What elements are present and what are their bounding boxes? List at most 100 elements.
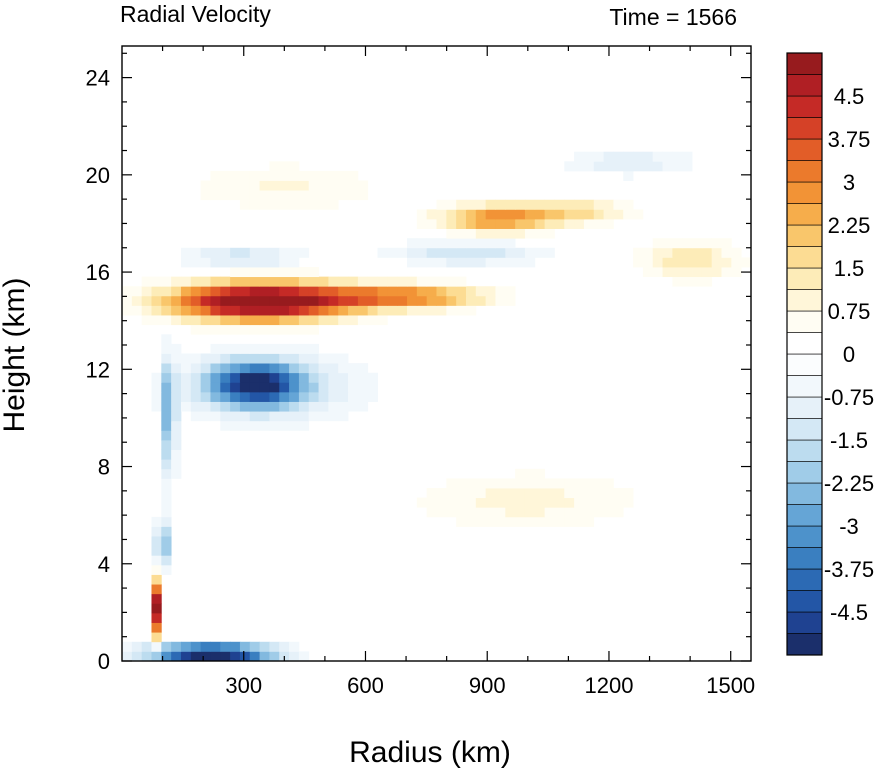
heatmap-cell	[289, 324, 300, 335]
heatmap-cell	[249, 267, 260, 278]
heatmap-cell	[190, 257, 202, 268]
heatmap-cell	[328, 305, 339, 316]
heatmap-cell	[416, 238, 428, 249]
heatmap-cell	[259, 420, 270, 431]
heatmap-cell	[190, 391, 202, 402]
heatmap-cell	[180, 382, 192, 393]
heatmap-cell	[298, 286, 310, 297]
heatmap-cell	[308, 199, 319, 210]
heatmap-cell	[672, 267, 683, 278]
heatmap-cell	[269, 391, 280, 402]
heatmap-cell	[318, 315, 329, 326]
heatmap-cell	[259, 411, 270, 422]
heatmap-cell	[171, 641, 182, 652]
heatmap-cell	[465, 228, 477, 239]
heatmap-cell	[239, 391, 251, 402]
heatmap-cell	[220, 315, 231, 326]
heatmap-cell	[426, 218, 437, 229]
heatmap-cell	[682, 257, 693, 268]
heatmap-cell	[180, 391, 192, 402]
heatmap-cell	[210, 276, 221, 287]
heatmap-cell	[456, 516, 467, 527]
heatmap-cell	[495, 228, 506, 239]
heatmap-cell	[180, 247, 192, 258]
heatmap-cell	[328, 372, 339, 383]
heatmap-cell	[220, 343, 231, 354]
heatmap-cell	[161, 353, 172, 364]
heatmap-cell	[220, 420, 231, 431]
heatmap-cell	[239, 199, 251, 210]
heatmap-cell	[701, 257, 713, 268]
heatmap-cell	[446, 305, 457, 316]
heatmap-cell	[308, 305, 319, 316]
heatmap-cell	[289, 267, 300, 278]
heatmap-cell	[348, 286, 359, 297]
heatmap-cell	[141, 276, 152, 287]
heatmap-cell	[505, 478, 516, 489]
heatmap-cell	[416, 276, 428, 287]
heatmap-cell	[230, 382, 241, 393]
heatmap-cell	[259, 305, 270, 316]
heatmap-cell	[259, 199, 270, 210]
colorbar-swatch	[786, 117, 823, 140]
heatmap-cell	[446, 478, 457, 489]
heatmap-cell	[269, 315, 280, 326]
heatmap-cell	[269, 420, 280, 431]
heatmap-cell	[426, 276, 437, 287]
heatmap-cell	[544, 507, 555, 518]
heatmap-cell	[259, 382, 270, 393]
heatmap-cell	[161, 315, 172, 326]
heatmap-cell	[171, 401, 182, 412]
heatmap-cell	[397, 295, 408, 306]
heatmap-cell	[348, 170, 359, 181]
heatmap-cell	[515, 516, 526, 527]
heatmap-cell	[279, 641, 290, 652]
heatmap-cell	[456, 295, 467, 306]
heatmap-cell	[475, 507, 487, 518]
heatmap-cell	[210, 247, 221, 258]
heatmap-cell	[269, 199, 280, 210]
heatmap-cell	[308, 343, 319, 354]
heatmap-cell	[318, 276, 329, 287]
heatmap-cell	[298, 401, 310, 412]
heatmap-cell	[269, 353, 280, 364]
heatmap-cell	[259, 401, 270, 412]
heatmap-cell	[465, 209, 477, 220]
heatmap-cell	[239, 170, 251, 181]
heatmap-cell	[662, 257, 673, 268]
heatmap-cell	[171, 295, 182, 306]
heatmap-cell	[407, 295, 418, 306]
heatmap-cell	[426, 238, 437, 249]
heatmap-cell	[397, 305, 408, 316]
colorbar-swatch	[786, 95, 823, 118]
heatmap-cell	[446, 218, 457, 229]
heatmap-cell	[249, 401, 260, 412]
heatmap-cell	[377, 295, 388, 306]
heatmap-cell	[328, 391, 339, 402]
heatmap-cell	[249, 353, 260, 364]
heatmap-cell	[515, 199, 526, 210]
heatmap-cell	[220, 276, 231, 287]
heatmap-cell	[672, 161, 683, 172]
heatmap-cell	[131, 305, 143, 316]
heatmap-cell	[505, 497, 516, 508]
heatmap-cell	[465, 507, 477, 518]
heatmap-cell	[367, 391, 378, 402]
heatmap-cell	[308, 180, 319, 191]
heatmap-cell	[367, 295, 378, 306]
heatmap-cells	[122, 151, 752, 662]
heatmap-cell	[613, 507, 624, 518]
heatmap-cell	[239, 411, 251, 422]
heatmap-cell	[141, 295, 152, 306]
heatmap-cell	[613, 161, 624, 172]
heatmap-cell	[574, 478, 585, 489]
heatmap-cell	[230, 305, 241, 316]
heatmap-cell	[711, 267, 722, 278]
heatmap-cell	[171, 286, 182, 297]
heatmap-cell	[141, 651, 152, 662]
heatmap-cell	[613, 488, 624, 499]
heatmap-cell	[289, 286, 300, 297]
heatmap-cell	[583, 218, 595, 229]
heatmap-cell	[416, 497, 428, 508]
heatmap-cell	[554, 218, 565, 229]
